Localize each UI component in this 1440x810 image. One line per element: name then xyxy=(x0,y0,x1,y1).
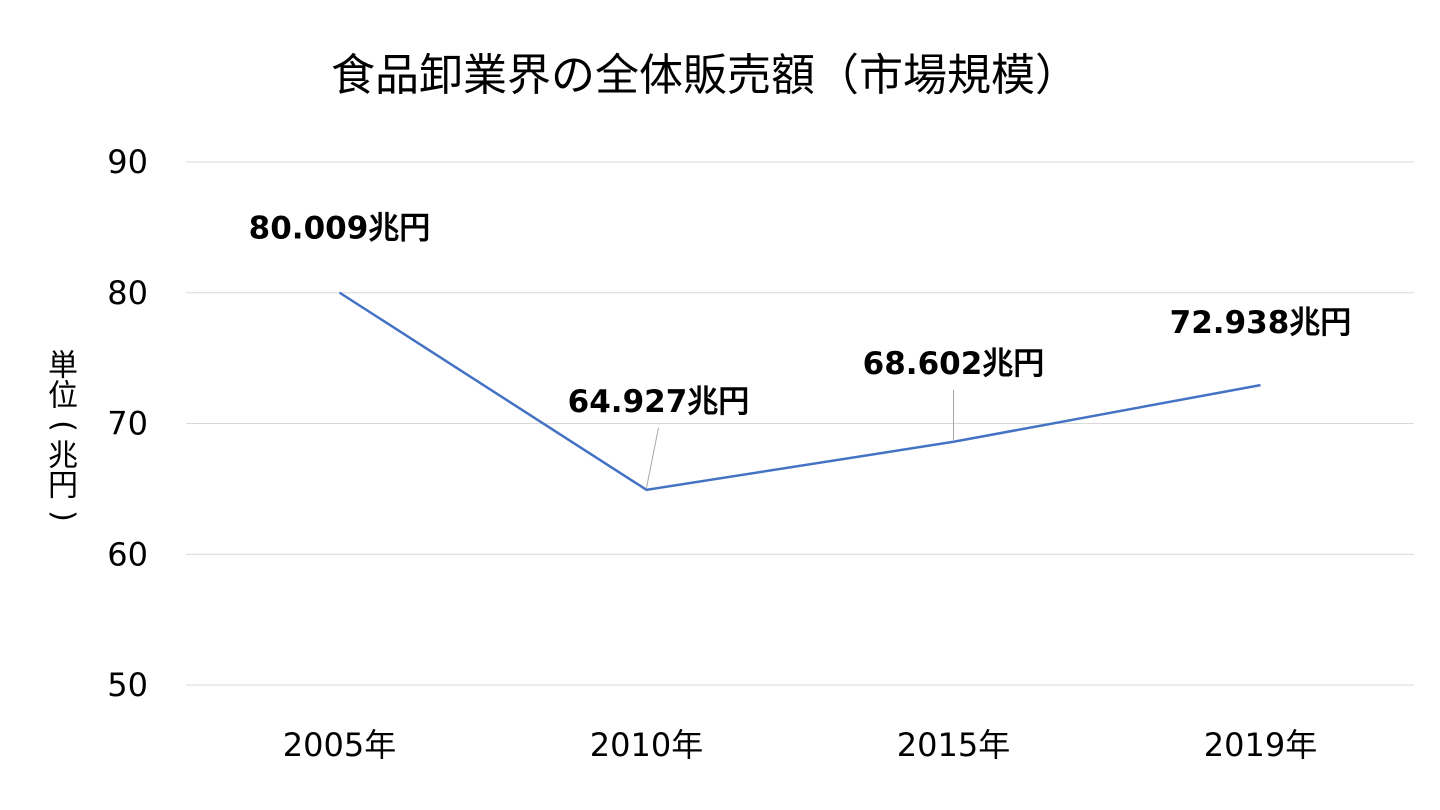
x-tick-label: 2019年 xyxy=(1204,726,1317,764)
y-tick-label: 90 xyxy=(107,143,148,181)
x-tick-label: 2015年 xyxy=(897,726,1010,764)
gridlines xyxy=(186,161,1414,686)
x-tick-label: 2005年 xyxy=(283,726,396,764)
leader-line xyxy=(646,427,659,488)
y-axis-label: 単位 ( 兆円) xyxy=(46,349,81,522)
y-axis-ticks: 50 60 70 80 90 xyxy=(107,143,148,704)
y-tick-label: 80 xyxy=(107,274,148,312)
y-axis-label-char: 円 xyxy=(48,469,78,504)
data-label: 64.927兆円 xyxy=(568,384,750,420)
y-tick-label: 60 xyxy=(107,535,148,573)
y-tick-label: 70 xyxy=(107,405,148,443)
y-tick-label: 50 xyxy=(107,666,148,704)
series-group xyxy=(338,291,1261,492)
x-tick-label: 2010年 xyxy=(590,726,703,764)
data-label: 72.938兆円 xyxy=(1170,305,1352,341)
data-labels: 80.009兆円 64.927兆円 68.602兆円 72.938兆円 xyxy=(249,211,1352,488)
series-line xyxy=(338,291,1261,492)
y-axis-label-char: 兆 xyxy=(48,439,78,474)
y-axis-label-char: ) xyxy=(46,510,81,522)
data-label: 68.602兆円 xyxy=(863,346,1045,382)
y-axis-label-char: 単 xyxy=(48,349,78,384)
y-axis-label-char: 位 xyxy=(48,379,78,414)
chart-title: 食品卸業界の全体販売額（市場規模） xyxy=(331,50,1079,101)
x-axis-ticks: 2005年 2010年 2015年 2019年 xyxy=(283,726,1317,764)
y-axis-label-char: ( xyxy=(46,420,81,432)
data-label: 80.009兆円 xyxy=(249,211,431,247)
